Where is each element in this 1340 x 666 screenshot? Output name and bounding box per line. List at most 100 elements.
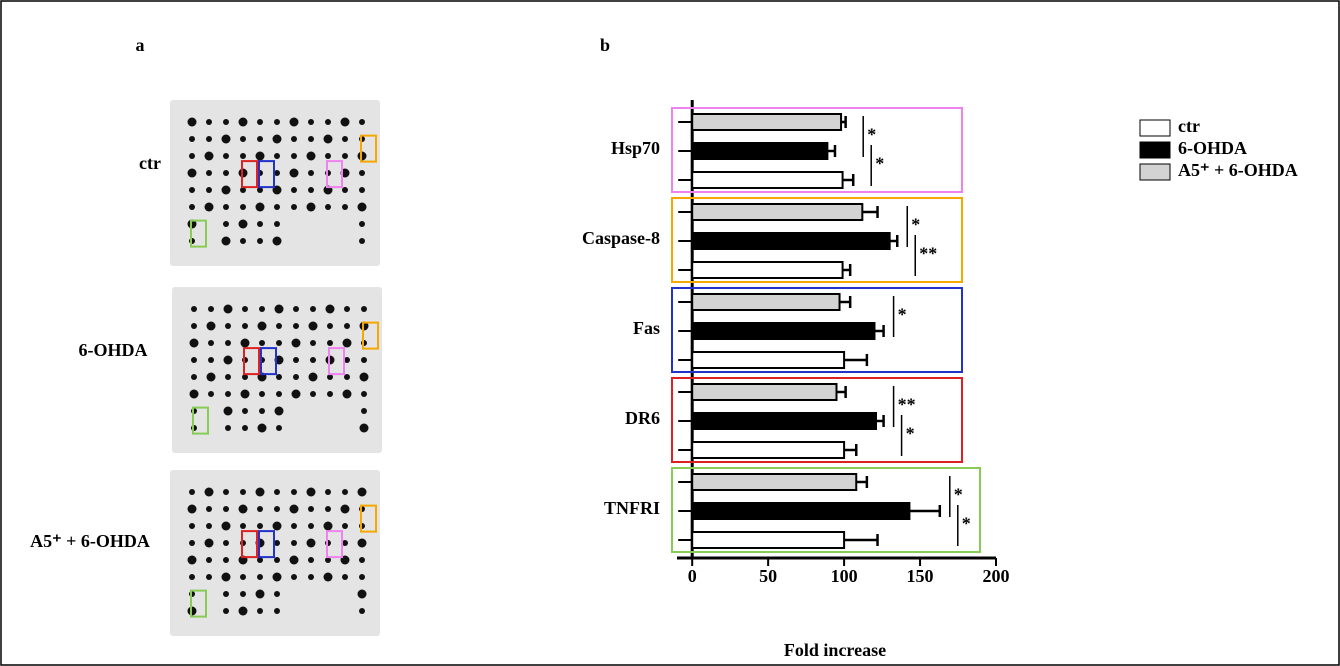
blot-dot <box>308 170 314 176</box>
blot-dot <box>225 323 231 329</box>
blot-dot <box>206 523 212 529</box>
blot-dot <box>188 169 197 178</box>
legend-label: A5⁺ + 6-OHDA <box>1178 160 1298 180</box>
bar <box>692 204 862 220</box>
blot-dot <box>273 135 282 144</box>
blot-dot <box>206 170 212 176</box>
blot-dot <box>359 574 365 580</box>
blot-dot <box>359 119 365 125</box>
blot-dot <box>223 153 229 159</box>
blot-dot <box>223 540 229 546</box>
blot-dot <box>325 153 331 159</box>
bar <box>692 413 876 429</box>
blot-dot <box>257 608 263 614</box>
blot-dot <box>205 539 214 548</box>
blot-dot <box>359 238 365 244</box>
blot-dot <box>223 506 229 512</box>
blot-dot <box>327 340 333 346</box>
row-label: A5⁺ + 6-OHDA <box>30 531 150 551</box>
significance-label: * <box>962 514 971 534</box>
y-tick-label: DR6 <box>625 408 660 428</box>
blot-dot <box>342 489 348 495</box>
blot-dot <box>359 608 365 614</box>
figure: a b ctr 6-OHDA A5⁺ + 6-OHDA Fold increas… <box>0 0 1340 666</box>
blot-dot <box>361 408 367 414</box>
blot-dot <box>242 425 248 431</box>
blot-dot <box>206 506 212 512</box>
bar <box>692 532 844 548</box>
blot-dot <box>257 221 263 227</box>
blot-dot <box>274 204 280 210</box>
blot-dot <box>242 323 248 329</box>
y-tick-label: TNFRI <box>604 498 660 518</box>
blot-dot <box>310 306 316 312</box>
blot-dot <box>256 590 265 599</box>
blot-dot <box>291 523 297 529</box>
legend-swatch <box>1140 142 1170 158</box>
blot-dot <box>188 505 197 514</box>
blot-dot <box>242 306 248 312</box>
significance-label: * <box>954 485 963 505</box>
blot-dot <box>225 391 231 397</box>
blot-dot <box>205 152 214 161</box>
blot-dot <box>188 556 197 565</box>
blot-dot <box>276 340 282 346</box>
blot-dot <box>274 153 280 159</box>
blot-dot <box>240 153 246 159</box>
blot-dot <box>361 306 367 312</box>
blot-dot <box>310 391 316 397</box>
blot-dot <box>206 574 212 580</box>
blot-dot <box>308 119 314 125</box>
blot-dot <box>189 540 195 546</box>
blot-dot <box>208 391 214 397</box>
blot-dot <box>257 523 263 529</box>
blot-dot <box>359 557 365 563</box>
blot-dot <box>223 557 229 563</box>
blot-dot <box>343 390 352 399</box>
blot-dot <box>308 523 314 529</box>
panel-label: b <box>600 35 610 55</box>
blot-dot <box>341 118 350 127</box>
legend-label: ctr <box>1178 116 1200 136</box>
blot-dot <box>208 357 214 363</box>
bar <box>692 503 909 519</box>
blot-dot <box>308 557 314 563</box>
blot-dot <box>291 204 297 210</box>
bar <box>692 172 842 188</box>
blot-dot <box>257 574 263 580</box>
bar <box>692 474 856 490</box>
blot-dot <box>342 204 348 210</box>
y-tick-label: Fas <box>633 318 660 338</box>
blot-dot <box>361 357 367 363</box>
blot-dot <box>292 390 301 399</box>
blot-dot <box>240 238 246 244</box>
blot-dot <box>208 340 214 346</box>
blot-dot <box>275 407 284 416</box>
blot-dot <box>293 323 299 329</box>
blot-dot <box>222 573 231 582</box>
blot-dot <box>342 574 348 580</box>
blot-dot <box>242 408 248 414</box>
blot-dot <box>310 357 316 363</box>
bar <box>692 294 839 310</box>
blot-dot <box>341 505 350 514</box>
blot-dot <box>239 607 248 616</box>
y-tick-label: Hsp70 <box>611 138 660 158</box>
blot-dot <box>222 237 231 246</box>
significance-label: * <box>911 215 920 235</box>
blot-dot <box>259 391 265 397</box>
blot-dot <box>225 340 231 346</box>
legend-swatch <box>1140 120 1170 136</box>
blot-dot <box>307 152 316 161</box>
blot-dot <box>327 323 333 329</box>
blot-dot <box>290 556 299 565</box>
blot-dot <box>189 153 195 159</box>
legend-swatch <box>1140 164 1170 180</box>
blot-dot <box>360 424 369 433</box>
blot-dot <box>241 339 250 348</box>
blot-dot <box>308 136 314 142</box>
blot-dot <box>291 153 297 159</box>
x-tick-label: 150 <box>907 566 934 586</box>
blot-dot <box>308 506 314 512</box>
blot-dot <box>293 306 299 312</box>
